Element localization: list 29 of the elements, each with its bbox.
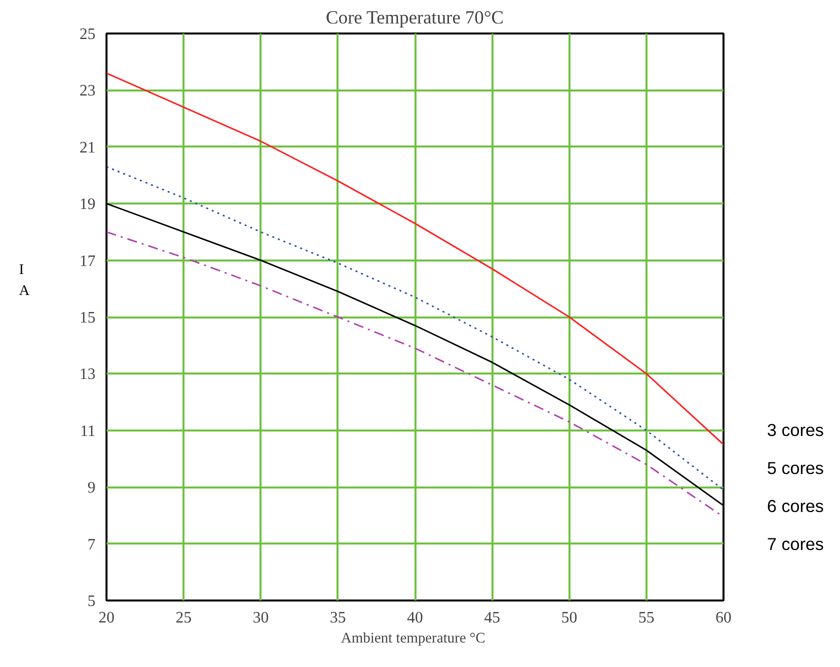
x-axis-title: Ambient temperature °C <box>341 630 486 646</box>
y-tick-label: 21 <box>80 139 96 156</box>
y-tick-label: 23 <box>80 82 96 100</box>
x-tick-label: 20 <box>98 610 114 626</box>
text: 3 cores <box>767 419 824 442</box>
y-axis-title: I A <box>19 261 30 301</box>
y-tick-label: 7 <box>88 536 96 554</box>
y-tick-label: 15 <box>80 310 96 326</box>
y-tick-label: 11 <box>80 422 96 440</box>
chart-title: Core Temperature 70°C <box>326 8 504 28</box>
y-tick-label: 25 <box>80 26 96 43</box>
x-tick-label: 50 <box>561 610 578 626</box>
x-tick-label: 55 <box>638 610 654 626</box>
line-series <box>106 166 724 491</box>
y-tick-label: 19 <box>80 196 96 214</box>
x-tick-label: 60 <box>716 610 732 626</box>
y-tick-label: 17 <box>80 252 96 270</box>
x-tick-label: 40 <box>407 610 423 626</box>
text: 6 cores <box>767 495 824 518</box>
x-tick-label: 45 <box>484 610 500 626</box>
y-tick-label: 5 <box>88 593 96 610</box>
x-tick-label: 35 <box>330 610 346 626</box>
text: 5 cores <box>767 457 824 480</box>
y-tick-label: 13 <box>80 366 96 384</box>
x-tick-label: 30 <box>252 610 269 626</box>
line-series <box>106 72 724 446</box>
x-tick-label: 25 <box>176 610 192 626</box>
text: 7 cores <box>767 533 824 556</box>
y-tick-label: 9 <box>88 480 96 497</box>
